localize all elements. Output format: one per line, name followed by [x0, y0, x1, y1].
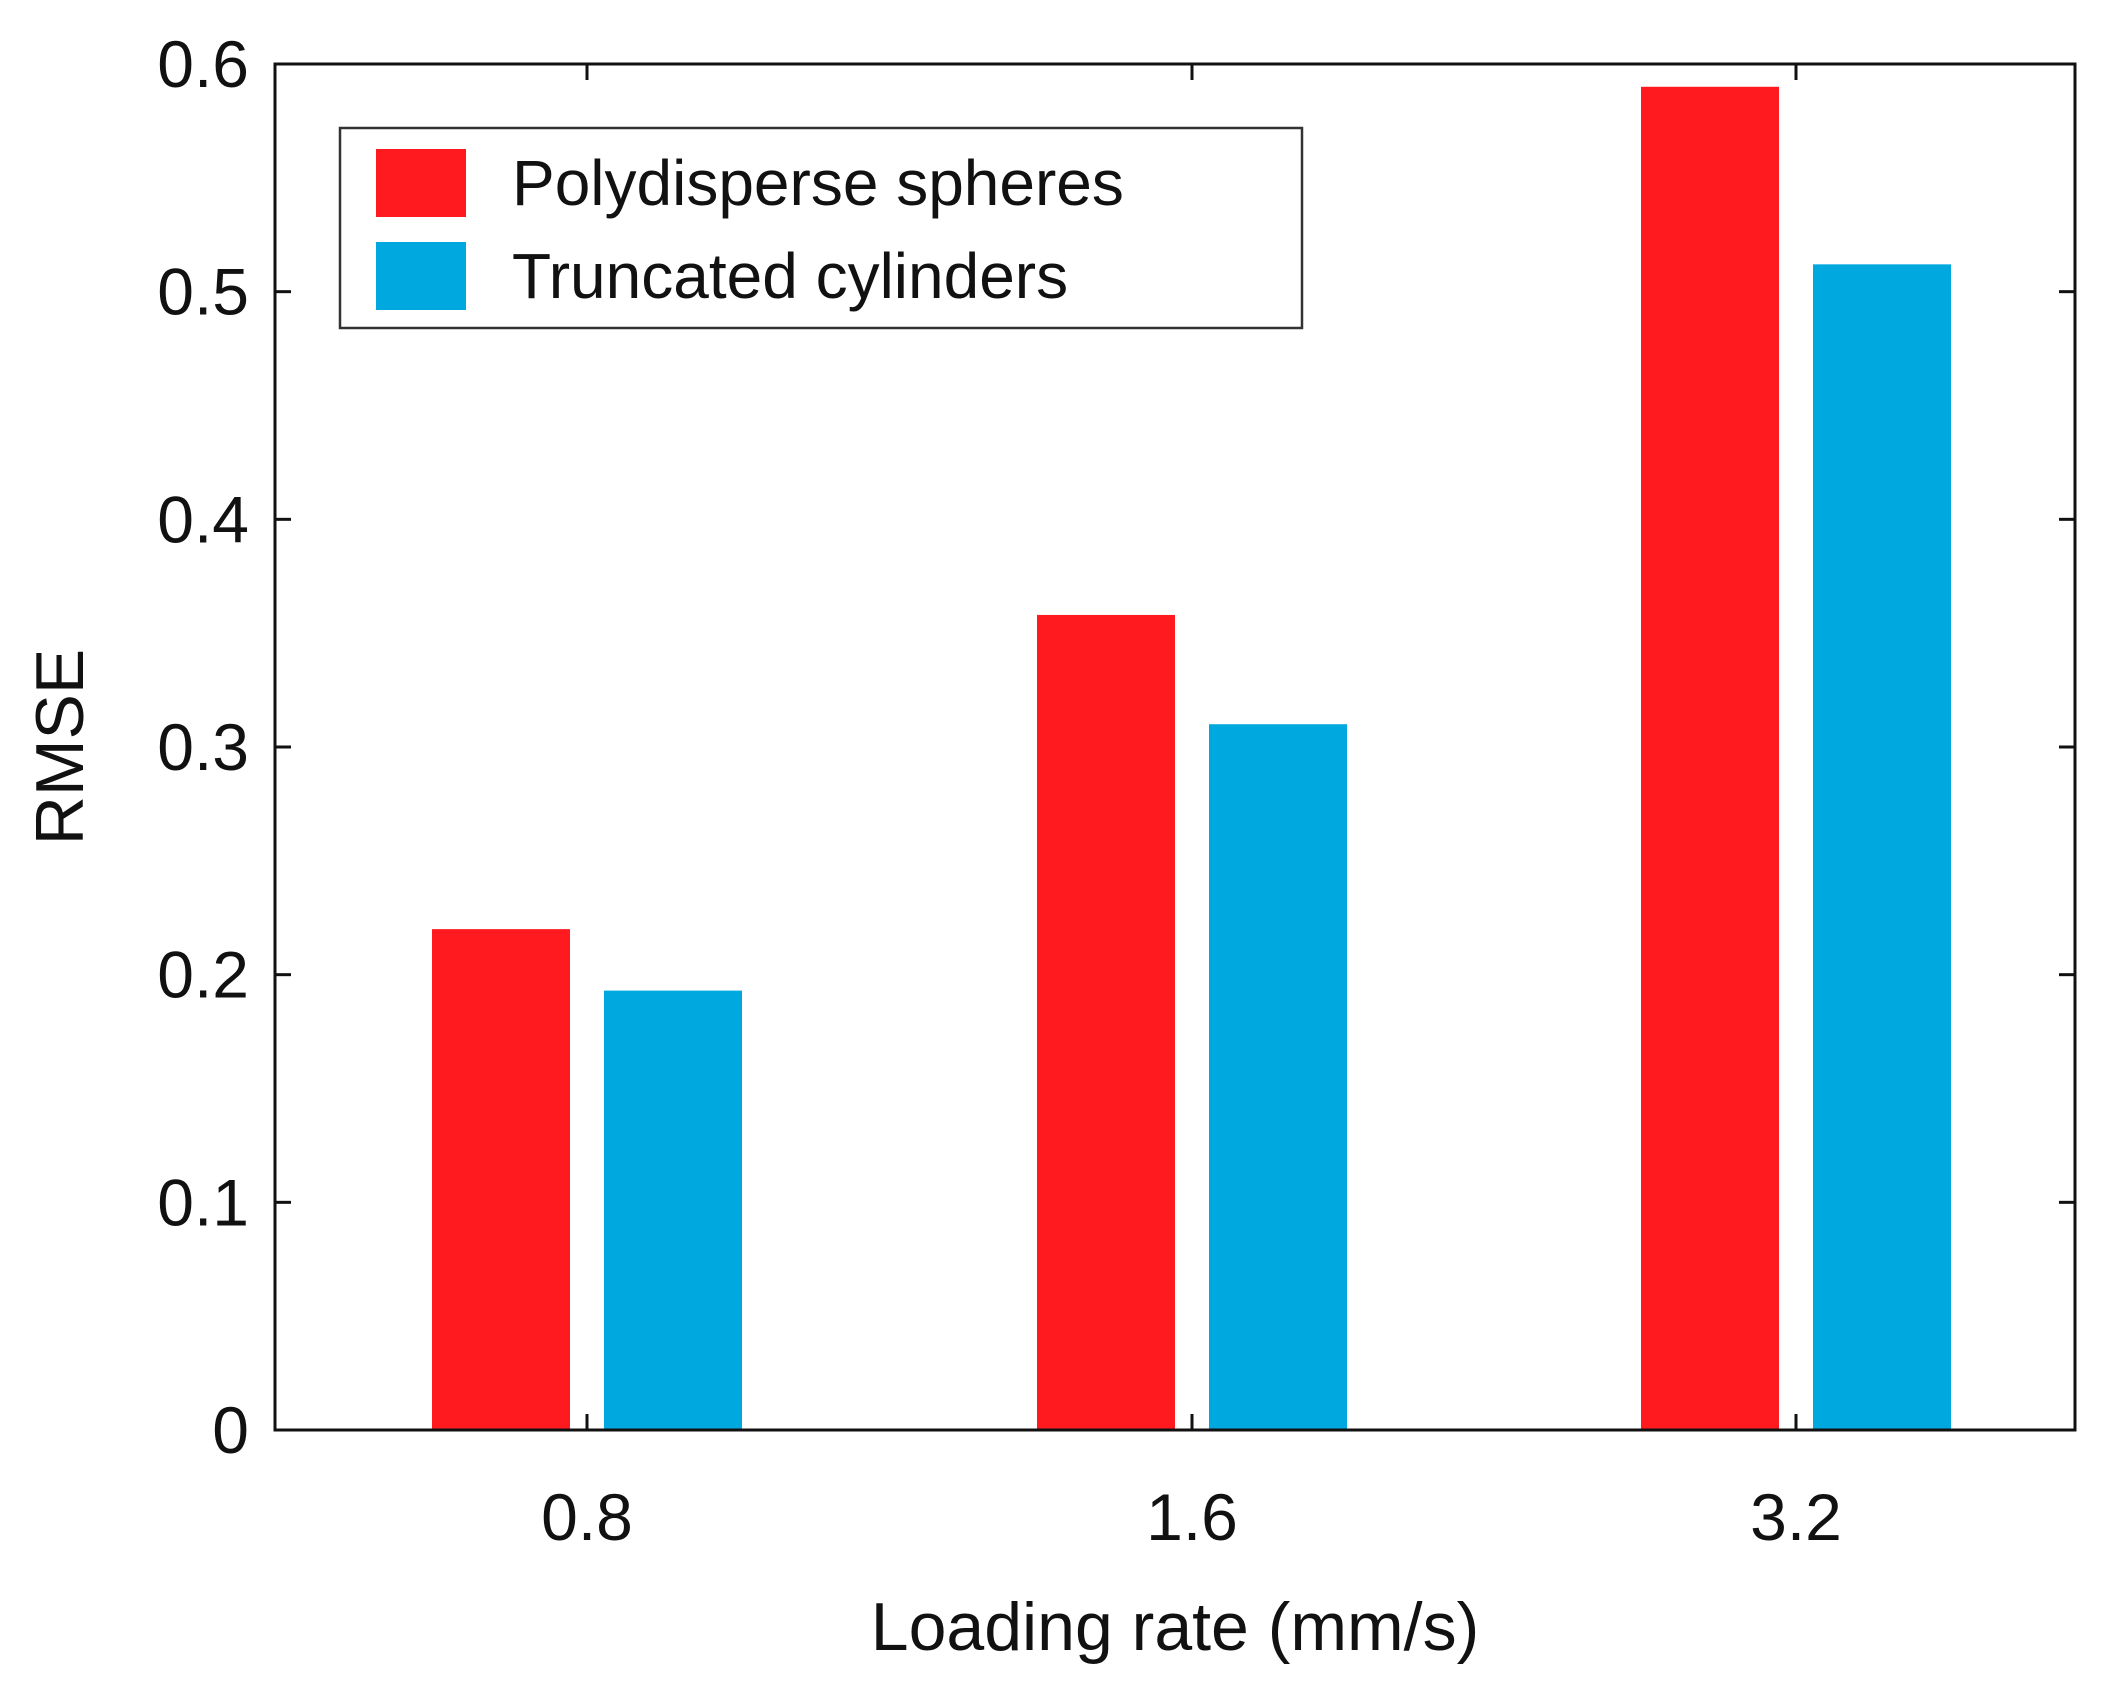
- legend: Polydisperse spheres Truncated cylinders: [338, 126, 1304, 330]
- legend-swatch-polydisperse-spheres: [376, 149, 466, 217]
- bars-group: [432, 86, 1951, 1430]
- y-tick-label: 0: [212, 1393, 249, 1467]
- y-axis-title: RMSE: [22, 649, 98, 845]
- x-axis-title: Loading rate (mm/s): [871, 1589, 1479, 1665]
- y-tick-label: 0.3: [157, 710, 249, 784]
- y-tick-label: 0.4: [157, 482, 249, 556]
- legend-label-truncated-cylinders: Truncated cylinders: [512, 240, 1068, 312]
- x-tick-label: 1.6: [1146, 1480, 1238, 1554]
- y-tick-label: 0.1: [157, 1165, 249, 1239]
- y-tick-label: 0.6: [157, 27, 249, 101]
- legend-label-polydisperse-spheres: Polydisperse spheres: [512, 147, 1124, 219]
- x-tick-label: 0.8: [541, 1480, 633, 1554]
- tick-labels-group: 0 0.1 0.2 0.3 0.4 0.5 0.6 0.8 1.6 3.2: [157, 27, 1842, 1554]
- bar-truncated-cylinders-1-6: [1209, 724, 1347, 1430]
- bar-polydisperse-spheres-1-6: [1037, 614, 1175, 1430]
- x-tick-label: 3.2: [1750, 1480, 1842, 1554]
- bar-truncated-cylinders-0-8: [604, 990, 742, 1430]
- bar-truncated-cylinders-3-2: [1813, 264, 1951, 1430]
- bar-polydisperse-spheres-3-2: [1641, 86, 1779, 1430]
- y-tick-label: 0.2: [157, 938, 249, 1012]
- bar-polydisperse-spheres-0-8: [432, 929, 570, 1430]
- plot-frame: [273, 62, 2077, 1432]
- legend-swatch-truncated-cylinders: [376, 242, 466, 310]
- y-tick-label: 0.5: [157, 255, 249, 329]
- legend-box: [338, 126, 1304, 330]
